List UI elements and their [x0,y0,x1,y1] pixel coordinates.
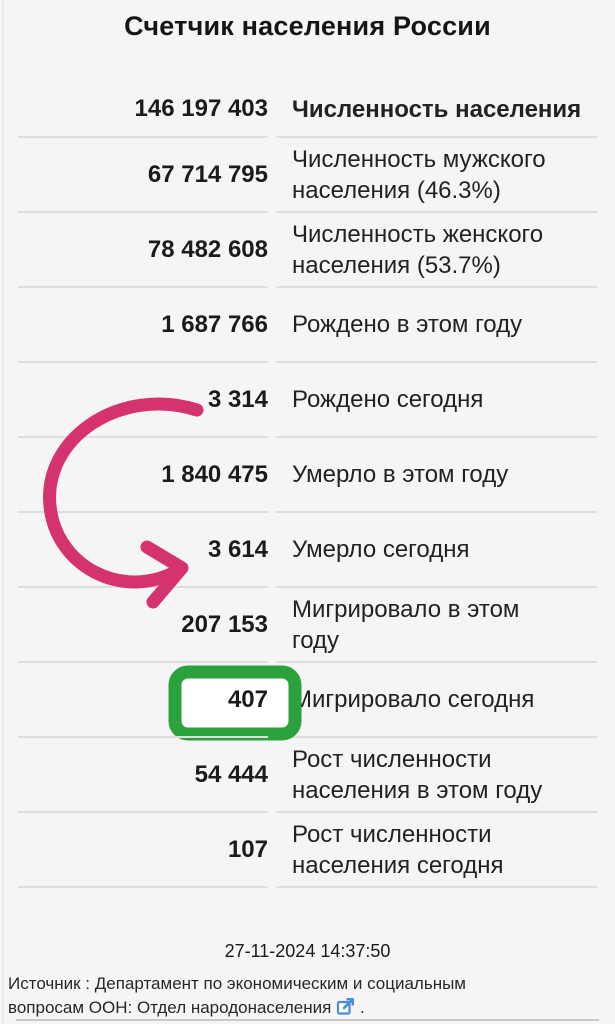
row-value-highlighted: 407 [18,663,268,738]
row-value: 67 714 795 [18,138,268,213]
source-text: Источник : Департамент по экономическим … [8,974,466,1017]
bottom-divider [16,1019,599,1021]
row-total-population: 146 197 403 Численность населения [18,82,597,138]
row-migration-this-year: 207 153 Мигрировало в этом году [18,588,597,663]
row-label: Умерло в этом году [276,438,597,513]
row-growth-today: 107 Рост численности населения сегодня [18,813,597,888]
row-value: 146 197 403 [18,82,268,138]
counter-table: 146 197 403 Численность населения 67 714… [0,82,615,888]
row-label: Численность населения [276,82,597,138]
row-label: Умерло сегодня [276,513,597,588]
row-value: 1 687 766 [18,288,268,363]
source-suffix: . [355,998,365,1017]
row-value: 54 444 [18,738,268,813]
row-label: Мигрировало в этом году [276,588,597,663]
row-value: 3 614 [18,513,268,588]
row-label: Численность женского населения (53.7%) [276,213,597,288]
row-male-population: 67 714 795 Численность мужского населени… [18,138,597,213]
left-edge-divider [2,0,4,1024]
row-value: 3 314 [18,363,268,438]
row-value: 78 482 608 [18,213,268,288]
row-female-population: 78 482 608 Численность женского населени… [18,213,597,288]
external-link-arrow [342,998,354,1010]
row-deaths-today: 3 614 Умерло сегодня [18,513,597,588]
row-value: 107 [18,813,268,888]
source-note: Источник : Департамент по экономическим … [0,972,615,1020]
external-link-arrowhead [346,998,355,1006]
row-deaths-this-year: 1 840 475 Умерло в этом году [18,438,597,513]
row-growth-this-year: 54 444 Рост численности населения в этом… [18,738,597,813]
row-value: 207 153 [18,588,268,663]
page-title: Счетчик населения России [124,11,491,41]
row-label: Численность мужского населения (46.3%) [276,138,597,213]
row-migration-today: 407 Мигрировало сегодня [18,663,597,738]
row-label: Рождено в этом году [276,288,597,363]
row-births-today: 3 314 Рождено сегодня [18,363,597,438]
timestamp: 27-11-2024 14:37:50 [224,941,391,961]
row-label: Рост численности населения сегодня [276,813,597,888]
row-label: Рождено сегодня [276,363,597,438]
row-label: Рост численности населения в этом году [276,738,597,813]
row-births-this-year: 1 687 766 Рождено в этом году [18,288,597,363]
row-label: Мигрировало сегодня [276,663,597,738]
row-value: 1 840 475 [18,438,268,513]
external-link-icon[interactable] [336,997,355,1016]
